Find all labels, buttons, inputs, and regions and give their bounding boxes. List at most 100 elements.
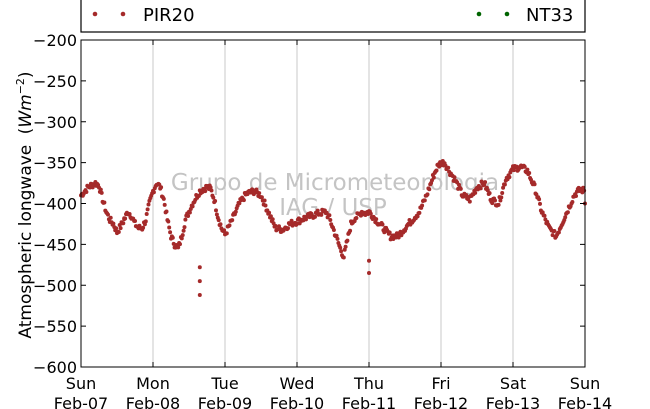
legend-marker-nt33 (476, 11, 482, 17)
data-point (328, 217, 333, 222)
data-point (507, 175, 512, 180)
data-point (170, 235, 175, 240)
x-tick-label-date: Feb-08 (126, 394, 180, 409)
data-point (273, 223, 278, 228)
data-point (431, 175, 436, 180)
data-point (214, 208, 218, 213)
data-point (354, 215, 359, 220)
data-point (487, 191, 492, 196)
data-point (473, 190, 478, 195)
data-point (227, 223, 232, 228)
data-point (490, 201, 495, 206)
data-point (496, 202, 501, 207)
data-point (186, 214, 191, 219)
data-point (525, 167, 530, 172)
data-point (164, 209, 169, 214)
data-point (286, 226, 290, 231)
x-tick-label-date: Feb-09 (198, 394, 252, 409)
y-tick-label: −200 (33, 31, 77, 50)
x-tick-label-day: Fri (431, 374, 450, 393)
data-point (396, 235, 401, 240)
data-point (213, 199, 218, 204)
y-axis-label-unit: Wm (16, 94, 36, 127)
data-point (116, 230, 121, 234)
data-point (315, 208, 320, 213)
data-point (574, 194, 578, 199)
data-point (108, 215, 113, 220)
y-axis-label-text: Atmospheric longwave (16, 145, 36, 339)
data-point (114, 226, 119, 231)
x-tick-label-day: Mon (136, 374, 170, 393)
data-point (127, 212, 132, 217)
data-point (111, 221, 116, 226)
watermark-line-1: Grupo de Micrometeorologia (171, 170, 499, 196)
data-point (331, 228, 336, 233)
data-point (181, 228, 186, 233)
data-point (102, 200, 107, 205)
y-tick-label: −400 (33, 195, 77, 214)
data-point (203, 189, 208, 194)
x-axis: SunFeb-07MonFeb-08TueFeb-09WedFeb-10ThuF… (54, 40, 612, 409)
data-point (145, 207, 150, 212)
data-point-outlier (122, 216, 127, 221)
data-point (374, 217, 379, 222)
data-point (144, 212, 149, 217)
data-point (218, 222, 223, 227)
x-tick-label-day: Sat (500, 374, 526, 393)
y-tick-label: −250 (33, 72, 77, 91)
data-point (259, 195, 264, 200)
legend-label-nt33: NT33 (526, 5, 573, 26)
data-point (467, 199, 472, 204)
data-point (538, 201, 542, 206)
vertical-gridlines (152, 40, 514, 367)
x-tick-label-day: Tue (210, 374, 238, 393)
x-tick-label-day: Sun (570, 374, 600, 393)
watermark-line-2: IAG / USP (279, 195, 387, 221)
y-tick-label: −450 (33, 235, 77, 254)
data-point (537, 197, 542, 202)
data-point (556, 230, 561, 235)
data-point (118, 226, 123, 231)
data-point-outlier (367, 270, 371, 275)
data-point (143, 219, 148, 224)
data-point (380, 222, 385, 227)
x-tick-label-day: Thu (353, 374, 384, 393)
data-point (224, 231, 229, 236)
data-point (146, 202, 151, 207)
data-point (98, 187, 103, 192)
data-point (527, 170, 532, 175)
data-point (233, 209, 238, 214)
data-point (570, 200, 575, 205)
y-tick-label: −500 (33, 276, 77, 295)
data-point-outlier (136, 224, 141, 229)
data-point (183, 217, 188, 222)
data-point-outlier (197, 265, 202, 270)
data-point (167, 225, 172, 230)
data-point (180, 233, 185, 238)
data-point (382, 230, 387, 235)
legend: PIR20 NT33 (80, 0, 586, 33)
data-point (216, 218, 221, 223)
data-point (343, 244, 348, 249)
data-point (522, 164, 527, 169)
x-tick-label-date: Feb-07 (54, 394, 108, 409)
data-point (502, 182, 507, 187)
data-point-outlier (197, 293, 202, 298)
y-axis: −200 −250 −300 −350 −400 −450 −500 −550 −600 (33, 31, 585, 377)
data-point (190, 204, 195, 209)
y-tick-label: −350 (33, 154, 77, 173)
data-point (270, 217, 275, 222)
data-point (141, 225, 146, 230)
data-point (268, 214, 273, 219)
data-point (563, 215, 568, 220)
x-tick-label-day: Sun (66, 374, 96, 393)
data-point (434, 168, 439, 173)
series-pir20-points (79, 158, 587, 298)
data-point (478, 186, 483, 191)
data-point (327, 213, 332, 218)
x-tick-label-date: Feb-12 (414, 394, 468, 409)
data-point (542, 213, 547, 218)
y-tick-label: −300 (33, 113, 77, 132)
legend-marker-pir20-b (120, 11, 126, 17)
